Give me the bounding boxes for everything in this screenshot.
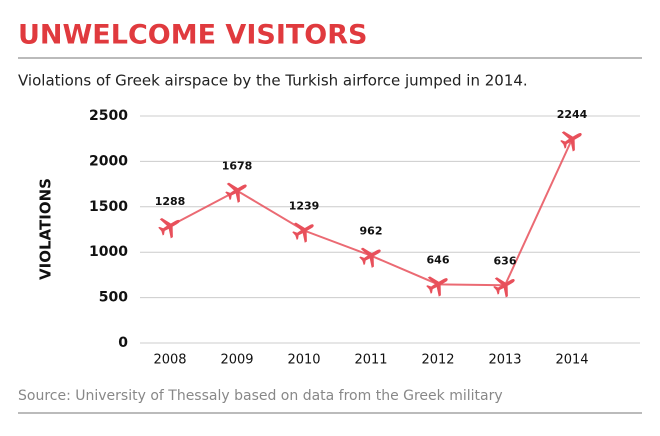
x-tick-label: 2008 <box>153 353 186 368</box>
source: Source: University of Thessaly based on … <box>18 388 503 404</box>
plane-marker <box>292 222 314 243</box>
y-tick-label: 500 <box>99 290 128 306</box>
value-label: 2244 <box>557 108 588 121</box>
y-tick-label: 1500 <box>89 199 128 215</box>
plane-marker <box>493 277 515 298</box>
y-tick-label: 0 <box>118 335 128 351</box>
x-tick-label: 2009 <box>220 353 253 368</box>
value-label: 636 <box>494 254 517 267</box>
plane-marker <box>225 182 247 203</box>
y-axis-label: VIOLATIONS <box>37 178 55 280</box>
plane-marker <box>426 276 448 297</box>
x-tick-label: 2011 <box>354 353 387 368</box>
x-tick-label: 2012 <box>421 353 454 368</box>
value-label: 646 <box>427 253 450 266</box>
plane-marker <box>359 247 381 268</box>
value-label: 1678 <box>222 160 253 173</box>
x-tick-label: 2013 <box>488 353 521 368</box>
plane-marker <box>560 131 582 152</box>
x-tick-label: 2014 <box>555 353 588 368</box>
value-label: 962 <box>360 225 383 238</box>
value-label: 1288 <box>155 195 186 208</box>
y-tick-label: 2000 <box>89 153 128 169</box>
subtitle: Violations of Greek airspace by the Turk… <box>18 72 528 90</box>
y-tick-label: 1000 <box>89 244 128 260</box>
y-tick-label: 2500 <box>89 108 128 124</box>
x-tick-label: 2010 <box>287 353 320 368</box>
value-label: 1239 <box>289 199 320 212</box>
plane-marker <box>158 218 180 239</box>
chart-title: UNWELCOME VISITORS <box>18 20 367 51</box>
